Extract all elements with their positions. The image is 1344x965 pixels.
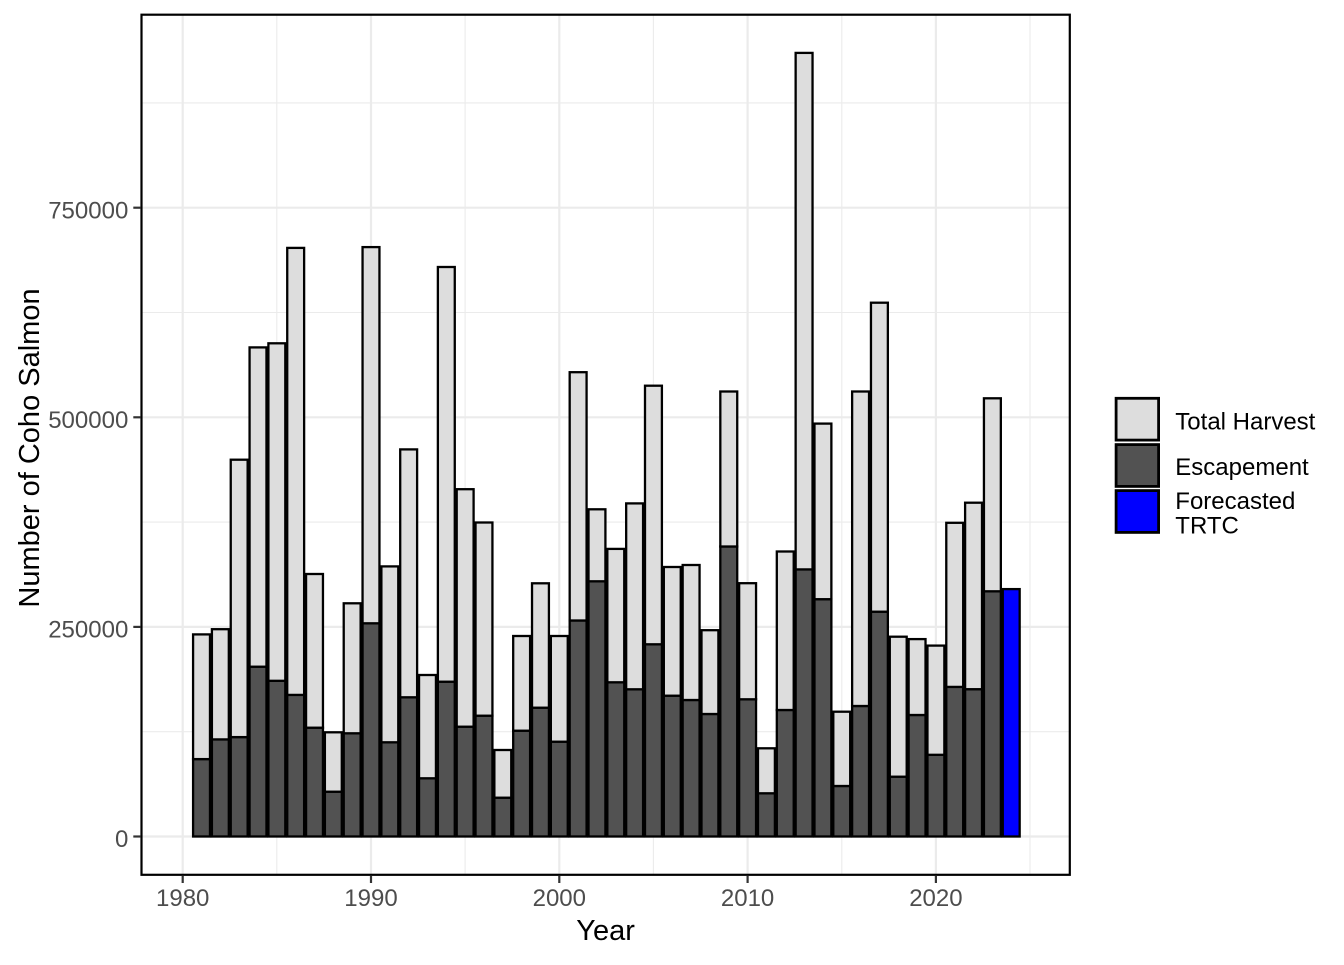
svg-text:Total Harvest: Total Harvest: [1175, 408, 1315, 435]
svg-text:1980: 1980: [156, 885, 209, 912]
svg-text:500000: 500000: [48, 407, 128, 434]
svg-text:Forecasted: Forecasted: [1175, 488, 1295, 515]
svg-text:Escapement: Escapement: [1175, 454, 1309, 481]
svg-text:2020: 2020: [909, 885, 962, 912]
svg-text:Year: Year: [576, 915, 635, 947]
svg-text:250000: 250000: [48, 617, 128, 644]
svg-text:Number of Coho Salmon: Number of Coho Salmon: [14, 288, 46, 607]
svg-text:750000: 750000: [48, 197, 128, 224]
svg-text:2010: 2010: [721, 885, 774, 912]
svg-text:TRTC: TRTC: [1175, 513, 1239, 540]
svg-text:0: 0: [115, 826, 128, 853]
svg-text:2000: 2000: [533, 885, 586, 912]
svg-text:1990: 1990: [344, 885, 397, 912]
